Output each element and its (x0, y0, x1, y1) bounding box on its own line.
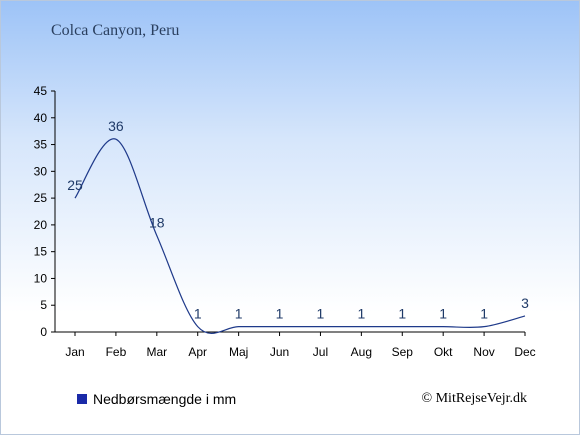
data-labels: 25 36 18 1 1 1 1 1 1 1 1 3 (67, 118, 529, 321)
legend-swatch (77, 394, 87, 404)
legend: Nedbørsmængde i mm (77, 391, 236, 407)
y-tick-label: 30 (34, 164, 48, 178)
data-label: 1 (317, 306, 325, 322)
y-tick-label: 15 (34, 245, 48, 259)
chart-title: Colca Canyon, Peru (51, 22, 180, 39)
credit-text: © MitRejseVejr.dk (421, 391, 527, 406)
x-tick-label: Feb (106, 345, 127, 359)
x-tick-label: Apr (188, 345, 207, 359)
data-label: 1 (439, 306, 447, 322)
y-tick-label: 45 (34, 84, 48, 98)
x-tick-label: Dec (514, 345, 535, 359)
data-label: 1 (480, 306, 488, 322)
series-group (74, 138, 526, 334)
data-label: 1 (276, 306, 284, 322)
x-tick-label: Sep (392, 345, 414, 359)
x-tick-label: Maj (229, 345, 248, 359)
x-tick-label: Nov (473, 345, 494, 359)
y-tick-label: 10 (34, 271, 48, 285)
data-label: 1 (357, 306, 365, 322)
y-tick-label: 25 (34, 191, 48, 205)
y-tick-label: 35 (34, 138, 48, 152)
data-label: 1 (194, 306, 202, 322)
legend-label: Nedbørsmængde i mm (93, 391, 237, 407)
x-tick-label: Jan (65, 345, 84, 359)
y-tick-label: 0 (40, 325, 47, 339)
x-tick-label: Okt (434, 345, 453, 359)
series-line (74, 138, 526, 334)
x-tick-label: Aug (351, 345, 372, 359)
x-tick-label: Mar (146, 345, 167, 359)
data-label: 25 (67, 177, 83, 193)
data-label: 1 (235, 306, 243, 322)
y-tick-label: 20 (34, 218, 48, 232)
data-label: 18 (149, 215, 165, 231)
data-label: 1 (398, 306, 406, 322)
y-tick-label: 40 (34, 111, 48, 125)
data-label: 36 (108, 118, 124, 134)
x-tick-label: Jun (270, 345, 289, 359)
y-tick-label: 5 (40, 298, 47, 312)
data-label: 3 (521, 295, 529, 311)
x-tick-label: Jul (313, 345, 328, 359)
axes: 0 5 10 15 20 25 30 35 40 45 Jan Feb Mar Apr Maj Jun Jul A… (34, 84, 536, 359)
